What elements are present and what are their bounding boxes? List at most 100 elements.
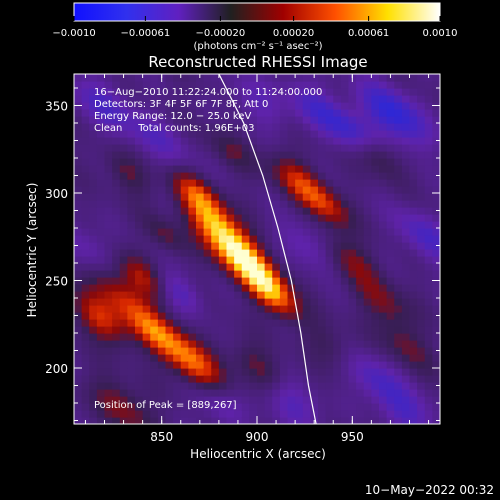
heatmap-cell	[157, 298, 167, 306]
heatmap-cell	[340, 123, 350, 131]
heatmap-cell	[150, 284, 159, 292]
heatmap-cell	[424, 403, 433, 411]
heatmap-cell	[363, 88, 372, 96]
heatmap-cell	[112, 235, 121, 243]
heatmap-cell	[417, 102, 426, 110]
heatmap-cell	[150, 270, 159, 278]
heatmap-cell	[325, 382, 334, 390]
heatmap-cell	[142, 263, 151, 271]
heatmap-cell	[157, 144, 167, 152]
heatmap-cell	[257, 74, 266, 82]
heatmap-cell	[226, 403, 235, 411]
heatmap-cell	[142, 270, 151, 278]
heatmap-cell	[188, 319, 197, 327]
heatmap-cell	[211, 347, 220, 355]
heatmap-cell	[302, 172, 311, 180]
heatmap-cell	[119, 228, 128, 236]
heatmap-cell	[188, 326, 197, 334]
heatmap-cell	[226, 144, 235, 152]
heatmap-cell	[310, 137, 319, 145]
heatmap-cell	[432, 298, 440, 306]
heatmap-cell	[424, 130, 433, 138]
heatmap-cell	[310, 221, 319, 229]
heatmap-cell	[310, 403, 319, 411]
heatmap-cell	[150, 137, 159, 145]
heatmap-cell	[249, 130, 258, 138]
heatmap-cell	[279, 207, 289, 215]
heatmap-cell	[257, 305, 266, 313]
heatmap-cell	[325, 242, 334, 250]
heatmap-cell	[249, 249, 258, 257]
heatmap-cell	[150, 263, 159, 271]
heatmap-cell	[180, 172, 189, 180]
heatmap-cell	[104, 305, 113, 313]
heatmap-cell	[81, 410, 90, 418]
heatmap-cell	[264, 312, 273, 320]
heatmap-cell	[340, 305, 350, 313]
heatmap-cell	[325, 312, 334, 320]
heatmap-cell	[417, 123, 426, 131]
heatmap-cell	[241, 172, 250, 180]
heatmap-cell	[196, 207, 205, 215]
heatmap-cell	[157, 186, 167, 194]
heatmap-cell	[287, 88, 296, 96]
heatmap-cell	[417, 172, 426, 180]
heatmap-cell	[211, 186, 220, 194]
heatmap-cell	[127, 403, 136, 411]
heatmap-cell	[142, 102, 151, 110]
heatmap-cell	[371, 95, 380, 103]
heatmap-cell	[295, 144, 304, 152]
heatmap-cell	[218, 312, 228, 320]
heatmap-cell	[89, 270, 98, 278]
heatmap-cell	[142, 81, 151, 89]
heatmap-cell	[127, 249, 136, 257]
heatmap-cell	[112, 186, 121, 194]
heatmap-cell	[424, 375, 433, 383]
heatmap-cell	[264, 368, 273, 376]
heatmap-cell	[424, 137, 433, 145]
heatmap-cell	[81, 256, 90, 264]
heatmap-cell	[310, 375, 319, 383]
heatmap-cell	[409, 228, 418, 236]
heatmap-cell	[356, 81, 365, 89]
heatmap-cell	[257, 214, 266, 222]
heatmap-cell	[188, 116, 197, 124]
heatmap-cell	[401, 144, 411, 152]
heatmap-cell	[272, 116, 281, 124]
heatmap-cell	[257, 263, 266, 271]
heatmap-cell	[401, 74, 411, 82]
heatmap-cell	[157, 361, 167, 369]
heatmap-cell	[333, 368, 342, 376]
heatmap-cell	[89, 151, 98, 159]
heatmap-cell	[356, 242, 365, 250]
heatmap-cell	[203, 319, 212, 327]
heatmap-cell	[417, 333, 426, 341]
heatmap-cell	[363, 417, 372, 424]
heatmap-cell	[96, 277, 106, 285]
heatmap-cell	[257, 375, 266, 383]
heatmap-cell	[295, 263, 304, 271]
heatmap-cell	[226, 235, 235, 243]
heatmap-cell	[81, 116, 90, 124]
heatmap-cell	[386, 389, 395, 397]
heatmap-cell	[203, 109, 212, 117]
heatmap-cell	[196, 186, 205, 194]
heatmap-cell	[96, 186, 106, 194]
heatmap-cell	[74, 172, 83, 180]
heatmap-cell	[203, 375, 212, 383]
heatmap-cell	[74, 298, 83, 306]
heatmap-cell	[401, 277, 411, 285]
heatmap-cell	[203, 130, 212, 138]
heatmap-cell	[409, 291, 418, 299]
heatmap-cell	[89, 277, 98, 285]
heatmap-cell	[173, 221, 182, 229]
heatmap-cell	[211, 389, 220, 397]
heatmap-cell	[234, 81, 243, 89]
heatmap-cell	[356, 249, 365, 257]
heatmap-cell	[96, 347, 106, 355]
heatmap-cell	[142, 249, 151, 257]
heatmap-cell	[150, 277, 159, 285]
heatmap-cell	[81, 214, 90, 222]
heatmap-cell	[340, 382, 350, 390]
heatmap-cell	[348, 284, 357, 292]
